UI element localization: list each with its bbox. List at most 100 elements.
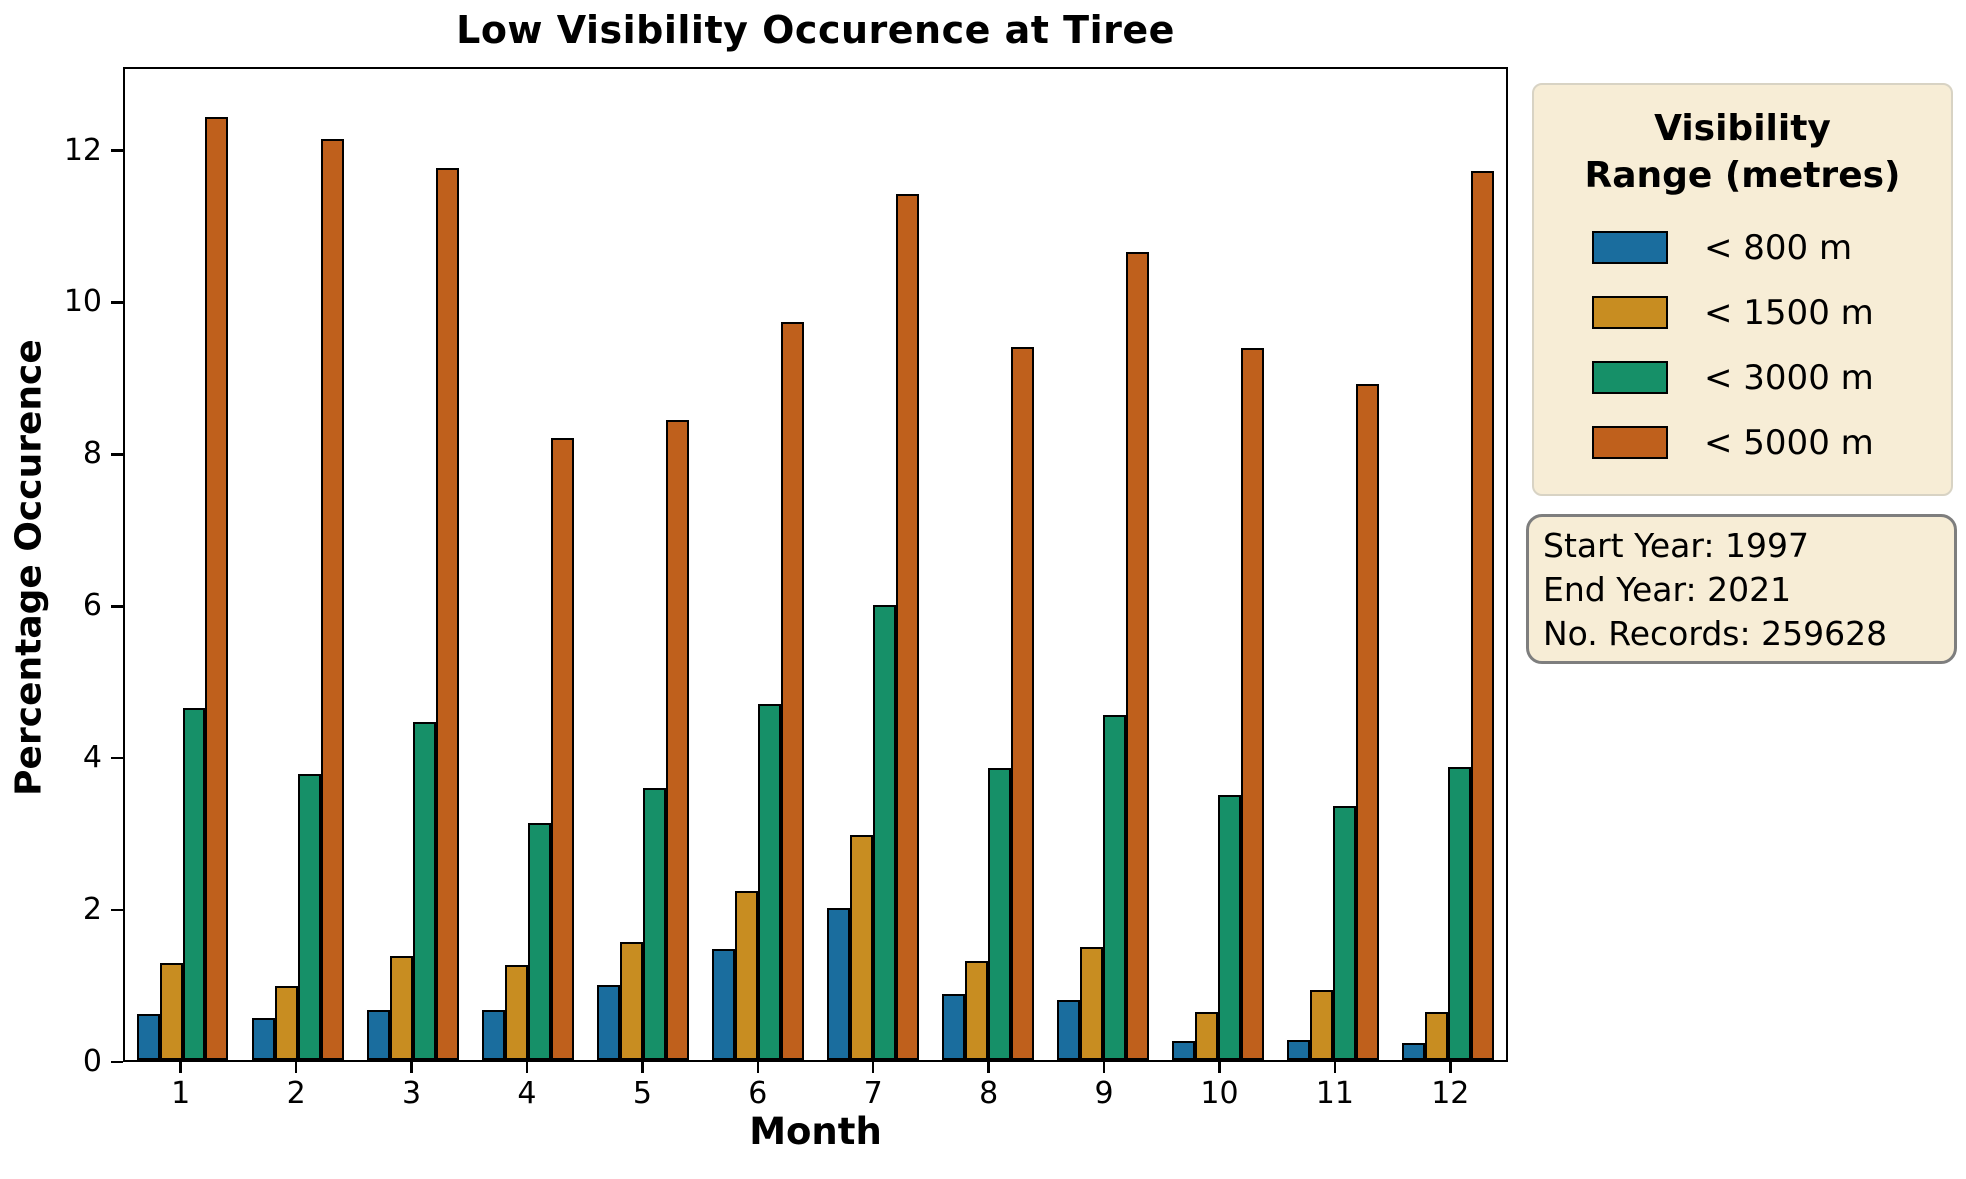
x-tick-mark-8 [987,1062,990,1073]
x-tick-label-1: 1 [171,1076,191,1111]
y-tick-label-4: 4 [82,740,102,776]
bar-month5-3000m [642,787,666,1060]
y-tick-mark-10 [111,301,123,304]
bar-group-month-4 [470,69,585,1060]
bar-month6-800m [712,948,735,1060]
bar-month4-1500m [504,964,528,1060]
x-tick-mark-9 [1102,1062,1106,1073]
x-tick-label-6: 6 [748,1076,768,1111]
bar-month12-800m [1402,1042,1426,1060]
x-tick-mark-12 [1449,1062,1452,1073]
bar-month11-5000m [1356,383,1380,1060]
bar-group-month-11 [1276,69,1391,1060]
legend-entries: < 800 m < 1500 m < 3000 m < 5000 m [1534,215,1951,475]
bar-month10-1500m [1195,1012,1219,1060]
legend-title: Visibility Range (metres) [1534,105,1951,199]
info-end-year: End Year: 2021 [1543,570,1792,609]
legend-title-line2: Range (metres) [1584,155,1901,196]
bar-group-month-12 [1391,69,1506,1060]
bar-month4-3000m [527,823,551,1060]
x-tick-label-7: 7 [863,1076,883,1111]
bar-month11-800m [1287,1039,1311,1060]
legend-swatch-5000m [1592,426,1668,459]
legend: Visibility Range (metres) < 800 m < 1500 … [1532,83,1953,496]
legend-swatch-1500m [1592,296,1668,329]
bar-month8-3000m [988,768,1012,1060]
bar-month7-800m [827,907,851,1060]
info-start-year: Start Year: 1997 [1543,526,1809,565]
bar-month12-5000m [1471,171,1495,1060]
bar-group-month-7 [815,69,930,1060]
legend-label-5000m: < 5000 m [1704,422,1874,463]
x-tick-mark-10 [1218,1062,1221,1073]
x-tick-mark-3 [410,1062,413,1073]
bar-month11-3000m [1333,805,1357,1060]
y-tick-mark-4 [111,756,123,760]
x-tick-label-11: 11 [1315,1076,1354,1111]
plot-area [123,67,1508,1062]
bar-month9-800m [1057,1000,1081,1060]
bar-month6-5000m [780,321,804,1060]
x-tick-label-10: 10 [1200,1076,1239,1111]
bar-month4-5000m [550,438,574,1060]
bar-month10-800m [1172,1041,1196,1060]
bar-month8-1500m [965,960,989,1060]
bar-month9-5000m [1126,252,1150,1060]
bar-group-month-10 [1161,69,1276,1060]
legend-entry-5000m: < 5000 m [1534,410,1951,475]
info-box: Start Year: 1997 End Year: 2021 No. Reco… [1526,514,1957,664]
x-tick-mark-5 [641,1062,644,1073]
bar-month9-1500m [1080,947,1104,1060]
bar-month12-3000m [1448,767,1472,1060]
y-tick-mark-6 [111,605,123,608]
bar-month3-1500m [389,956,413,1060]
bar-month1-3000m [182,708,206,1060]
bar-month2-800m [251,1018,275,1060]
legend-swatch-3000m [1592,361,1668,394]
bar-month10-5000m [1241,348,1265,1060]
bar-month8-800m [942,994,966,1060]
bar-month7-5000m [895,193,919,1060]
legend-swatch-800m [1592,231,1668,264]
bar-month2-5000m [320,138,344,1060]
y-tick-mark-0 [111,1060,123,1064]
y-tick-label-12: 12 [63,132,102,168]
legend-entry-1500m: < 1500 m [1534,280,1951,345]
bar-group-month-1 [125,69,240,1060]
x-tick-mark-2 [294,1062,298,1073]
bar-month3-5000m [435,168,459,1060]
x-tick-label-2: 2 [286,1076,306,1111]
y-tick-label-2: 2 [82,892,102,928]
x-tick-mark-1 [179,1062,182,1073]
x-tick-mark-6 [756,1062,760,1073]
x-tick-label-12: 12 [1431,1076,1470,1111]
x-tick-label-9: 9 [1094,1076,1114,1111]
bar-month11-1500m [1310,989,1334,1060]
info-num-records: No. Records: 259628 [1543,614,1888,653]
y-tick-label-6: 6 [82,588,102,624]
bar-month1-800m [136,1013,160,1060]
bar-month7-1500m [850,835,873,1060]
bar-month4-800m [481,1010,505,1060]
y-tick-label-8: 8 [82,436,102,472]
x-axis-label: Month [749,1110,882,1153]
bar-month3-800m [366,1010,390,1060]
bar-month1-1500m [159,963,183,1060]
bar-month2-3000m [297,774,321,1060]
x-tick-mark-11 [1333,1062,1337,1073]
x-tick-label-3: 3 [401,1076,422,1111]
bar-group-month-6 [700,69,815,1060]
bar-month12-1500m [1425,1011,1449,1060]
legend-title-line1: Visibility [1654,108,1831,149]
bar-month9-3000m [1103,715,1127,1060]
bar-month5-5000m [665,420,689,1060]
x-tick-label-4: 4 [517,1076,537,1111]
y-tick-label-0: 0 [82,1044,102,1079]
legend-entry-800m: < 800 m [1534,215,1951,280]
bar-month5-800m [596,985,620,1060]
bar-month6-3000m [757,704,781,1060]
bar-month10-3000m [1218,795,1242,1060]
y-tick-label-10: 10 [63,284,102,320]
bar-month8-5000m [1011,347,1034,1060]
x-tick-mark-7 [871,1062,875,1073]
